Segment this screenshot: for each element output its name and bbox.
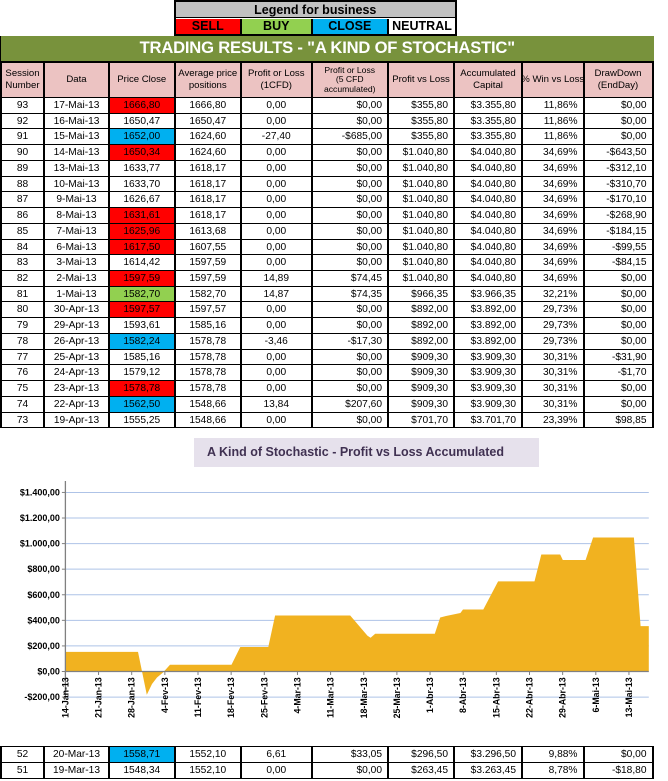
svg-text:$1.000,00: $1.000,00: [20, 539, 60, 549]
svg-text:14-Jan-13: 14-Jan-13: [60, 677, 70, 718]
svg-text:11-Fev-13: 11-Fev-13: [193, 677, 203, 717]
svg-text:$400,00: $400,00: [27, 615, 60, 625]
svg-text:18-Fev-13: 18-Fev-13: [226, 677, 236, 718]
svg-text:22-Abr-13: 22-Abr-13: [525, 677, 535, 718]
svg-text:$1.200,00: $1.200,00: [20, 513, 60, 523]
svg-text:13-Mai-13: 13-Mai-13: [624, 677, 634, 717]
svg-text:$200,00: $200,00: [27, 641, 60, 651]
svg-text:29-Abr-13: 29-Abr-13: [558, 677, 568, 718]
svg-text:$800,00: $800,00: [27, 564, 60, 574]
svg-text:21-Jan-13: 21-Jan-13: [94, 677, 104, 718]
svg-text:1-Abr-13: 1-Abr-13: [425, 677, 435, 713]
svg-text:4-Fev-13: 4-Fev-13: [160, 677, 170, 713]
svg-text:4-Mar-13: 4-Mar-13: [292, 677, 302, 713]
svg-text:-$200,00: -$200,00: [24, 692, 60, 702]
svg-text:$600,00: $600,00: [27, 590, 60, 600]
svg-text:18-Mar-13: 18-Mar-13: [359, 677, 369, 718]
svg-text:8-Abr-13: 8-Abr-13: [458, 677, 468, 713]
svg-text:$0,00: $0,00: [37, 667, 60, 677]
svg-text:6-Mai-13: 6-Mai-13: [591, 677, 601, 712]
svg-text:25-Mar-13: 25-Mar-13: [392, 677, 402, 718]
svg-text:28-Jan-13: 28-Jan-13: [127, 677, 137, 718]
svg-text:11-Mar-13: 11-Mar-13: [326, 677, 336, 718]
svg-text:$1.400,00: $1.400,00: [20, 487, 60, 497]
svg-text:15-Abr-13: 15-Abr-13: [491, 677, 501, 718]
svg-text:25-Fev-13: 25-Fev-13: [259, 677, 269, 718]
